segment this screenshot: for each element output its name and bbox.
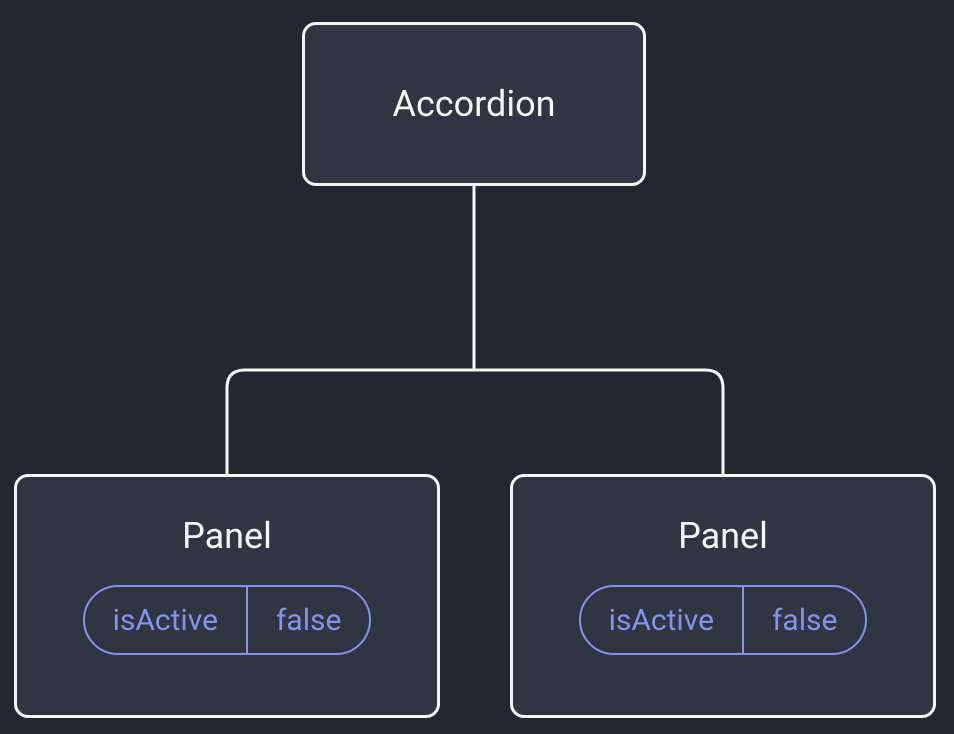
child-node-label: Panel: [678, 515, 768, 557]
state-pill-key: isActive: [581, 587, 742, 653]
state-pill: isActive false: [579, 585, 868, 655]
state-pill-value: false: [248, 587, 369, 653]
state-pill-value: false: [744, 587, 865, 653]
child-node-panel-1: Panel isActive false: [510, 474, 936, 718]
child-node-label: Panel: [182, 515, 272, 557]
root-node-accordion: Accordion: [302, 22, 646, 186]
diagram-canvas: Accordion Panel isActive false Panel isA…: [0, 0, 954, 734]
state-pill-key: isActive: [85, 587, 246, 653]
child-node-panel-0: Panel isActive false: [14, 474, 440, 718]
root-node-label: Accordion: [392, 83, 555, 125]
state-pill: isActive false: [83, 585, 372, 655]
